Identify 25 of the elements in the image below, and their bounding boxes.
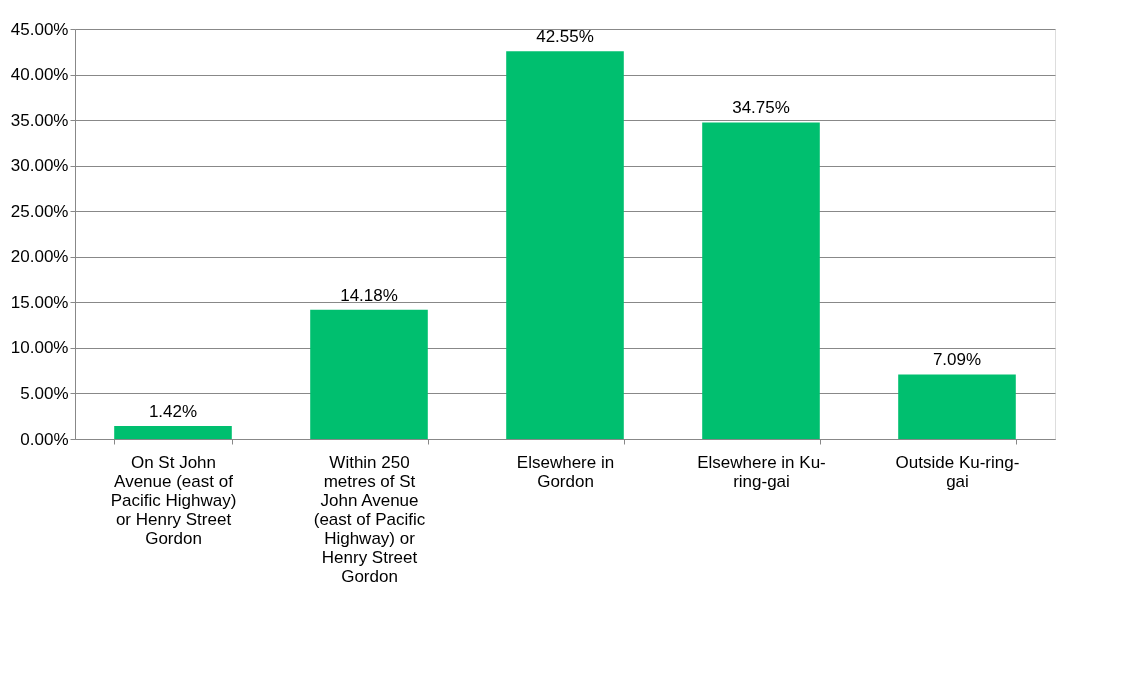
bar: [702, 122, 820, 439]
y-tick-label: 0.00%: [20, 429, 69, 449]
bar: [898, 374, 1016, 439]
data-label: 34.75%: [732, 98, 790, 118]
y-tick-label: 5.00%: [20, 383, 69, 403]
y-tick-label: 20.00%: [10, 247, 69, 267]
y-tick-label: 40.00%: [10, 65, 69, 85]
x-tick-label: Elsewhere in Ku-ring-gai: [697, 452, 826, 491]
bar: [506, 51, 624, 439]
x-tick-label: Outside Ku-ring-gai: [895, 452, 1020, 491]
y-tick-label: 45.00%: [10, 19, 69, 39]
x-tick-label: Within 250 metres of St John Avenue (east of Pacific Highway) or Henry Street Gordon: [313, 452, 426, 586]
data-label: 42.55%: [536, 27, 594, 47]
y-tick-label: 15.00%: [10, 292, 69, 312]
y-tick-label: 10.00%: [10, 338, 69, 358]
y-tick-label: 35.00%: [10, 110, 69, 130]
bar: [310, 309, 428, 439]
bar: [114, 426, 232, 439]
data-label: 14.18%: [340, 285, 398, 305]
y-tick-label: 25.00%: [10, 201, 69, 221]
data-label: 1.42%: [148, 402, 198, 422]
x-tick-label: On St John Avenue (east of Pacific Highway) or Henry Street Gordon: [110, 452, 237, 548]
data-label: 7.09%: [932, 350, 982, 370]
x-tick-label: Elsewhere in Gordon: [516, 452, 615, 491]
y-tick-label: 30.00%: [10, 156, 69, 176]
